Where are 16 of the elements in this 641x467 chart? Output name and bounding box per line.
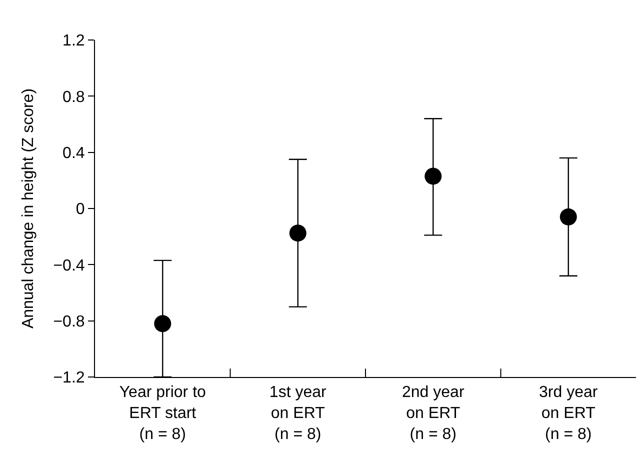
y-tick-label: −0.8 bbox=[53, 313, 85, 330]
point bbox=[560, 208, 577, 226]
y-tick-label: 0.4 bbox=[62, 144, 85, 162]
x-tick-label: Year prior to ERT start (n = 8) bbox=[119, 384, 206, 443]
y-tick-label: 1.2 bbox=[62, 32, 85, 50]
point bbox=[289, 224, 306, 242]
point bbox=[424, 168, 442, 185]
x-tick-label: 1st year on ERT (n = 8) bbox=[269, 384, 328, 443]
x-tick-label: 3rd year on ERT (n = 8) bbox=[539, 384, 598, 443]
x-tick-label: 2nd year on ERT (n = 8) bbox=[402, 384, 465, 443]
y-tick-label: −0.4 bbox=[53, 257, 85, 274]
y-tick-label: −1.2 bbox=[53, 370, 85, 387]
y-axis-title: Annual change in height (Z score) bbox=[20, 88, 38, 329]
point bbox=[154, 315, 172, 332]
y-tick-label: 0.8 bbox=[62, 88, 85, 106]
y-tick-label: 0 bbox=[76, 201, 85, 218]
